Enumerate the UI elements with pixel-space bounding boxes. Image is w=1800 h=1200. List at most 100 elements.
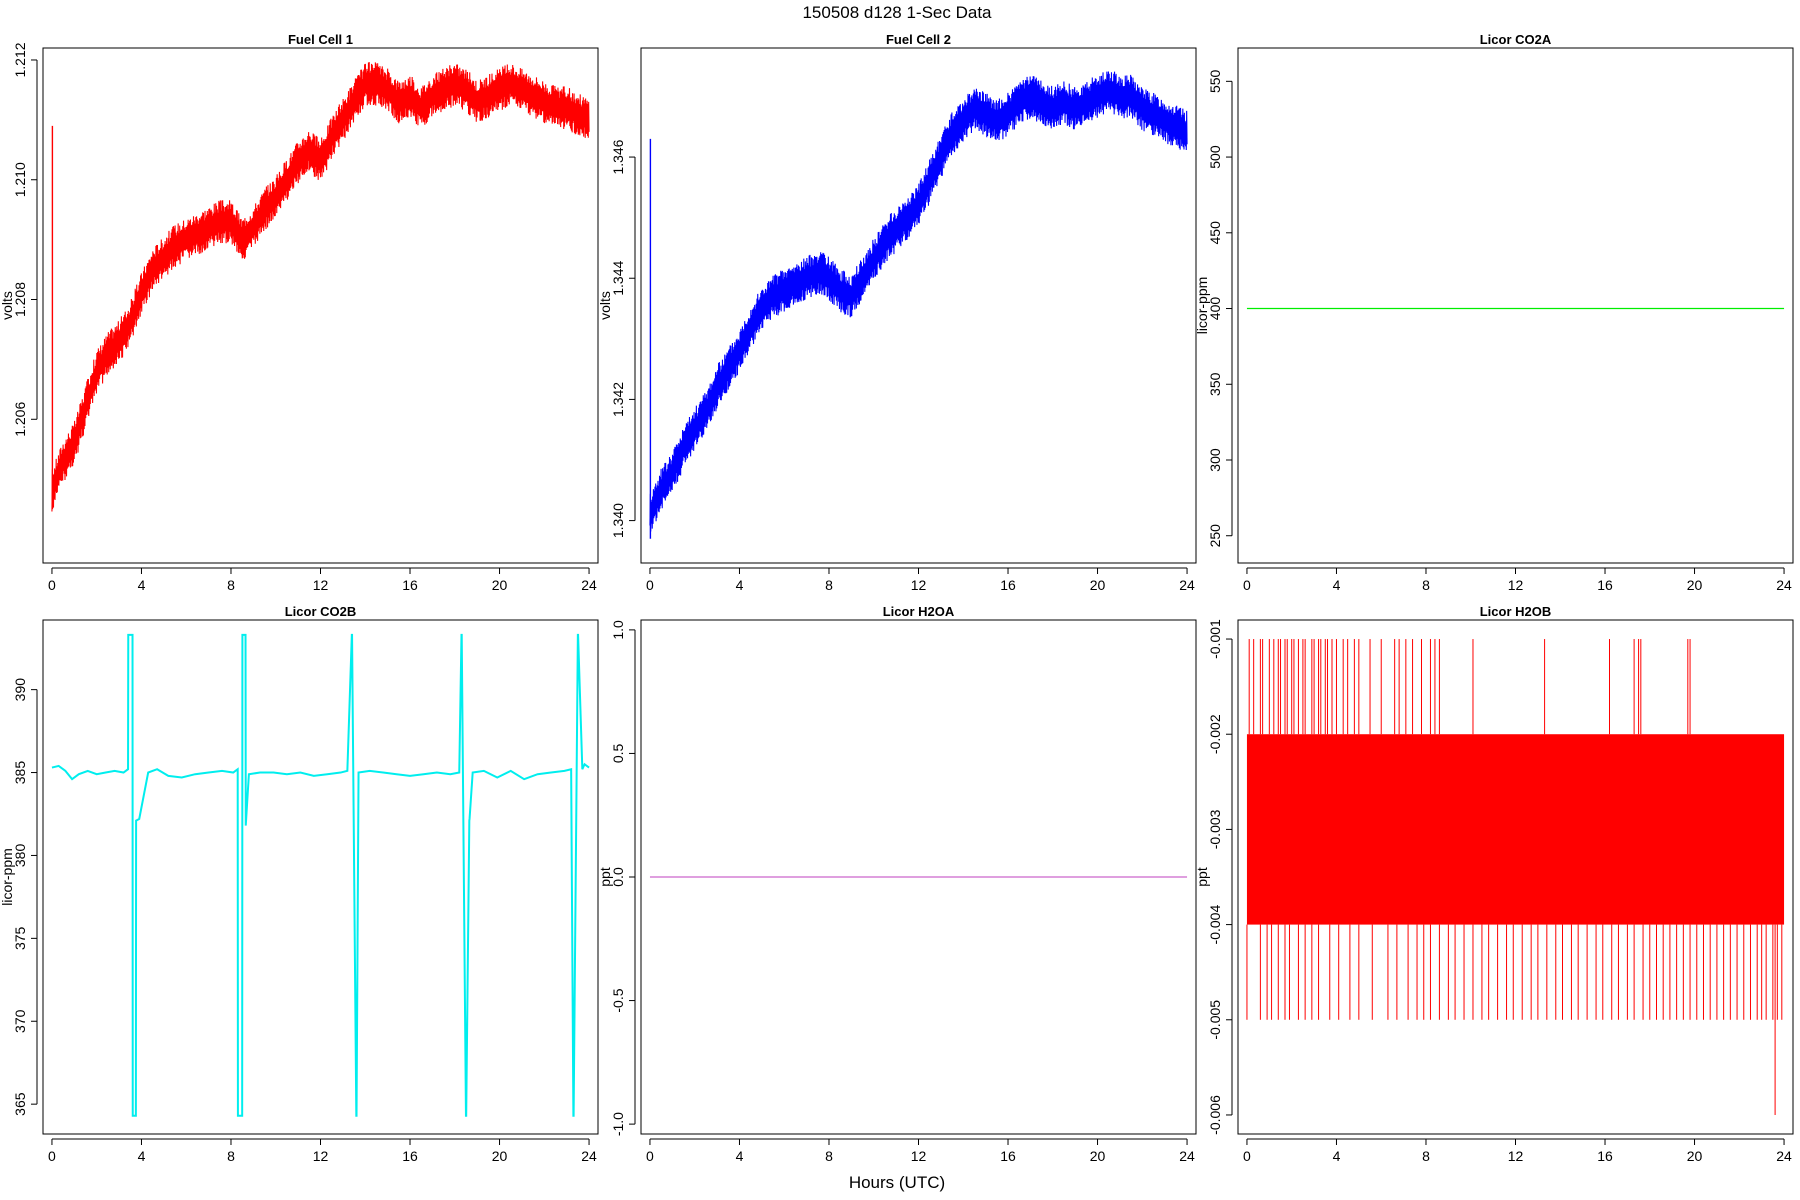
y-tick-label: 380 [12, 844, 28, 868]
x-axis: 0 4 8 12 16 20 24 [1243, 567, 1792, 593]
x-tick-label: 4 [138, 577, 146, 593]
x-axis: 0 4 8 12 16 20 24 [48, 567, 597, 593]
y-tick-label: -0.002 [1207, 714, 1223, 754]
y-tick-label: 400 [1207, 297, 1223, 321]
y-tick-label: 365 [12, 1092, 28, 1116]
x-tick-label: 24 [1776, 1148, 1792, 1164]
y-axis: 1.206 1.208 1.210 1.212 [12, 42, 38, 437]
x-tick-label: 20 [492, 577, 508, 593]
y-axis-label: ppt [597, 867, 613, 887]
y-tick-label: 250 [1207, 524, 1223, 548]
x-tick-label: 16 [1597, 577, 1613, 593]
x-tick-label: 24 [1179, 577, 1195, 593]
x-axis: 0 4 8 12 16 20 24 [48, 1138, 597, 1164]
x-tick-label: 24 [581, 1148, 597, 1164]
panel-6: 0 4 8 12 16 20 24-0.006-0.005-0.004-0.003-0.00… [1194, 604, 1794, 1164]
x-tick-label: 12 [1508, 1148, 1524, 1164]
y-tick-label: 0.0 [610, 867, 626, 887]
y-tick-label: 0.5 [610, 744, 626, 764]
x-tick-label: 24 [1179, 1148, 1195, 1164]
y-tick-label: 1.340 [610, 503, 626, 538]
x-tick-label: 8 [825, 1148, 833, 1164]
x-tick-label: 12 [313, 1148, 329, 1164]
y-tick-label: 1.346 [610, 139, 626, 174]
panel-title: Licor CO2A [1480, 32, 1552, 47]
x-tick-label: 4 [138, 1148, 146, 1164]
panel-title: Fuel Cell 2 [886, 32, 951, 47]
x-tick-label: 16 [402, 577, 418, 593]
y-tick-label: 390 [12, 678, 28, 702]
x-tick-label: 24 [1776, 577, 1792, 593]
panel-title: Fuel Cell 1 [288, 32, 353, 47]
x-tick-label: 12 [911, 1148, 927, 1164]
x-tick-label: 16 [1000, 577, 1016, 593]
x-tick-label: 0 [48, 577, 56, 593]
panel-2: 0 4 8 12 16 20 24 1.340 1.342 1.344 1.346 volts Fuel… [597, 32, 1197, 593]
x-tick-label: 16 [1597, 1148, 1613, 1164]
panel-1: 0 4 8 12 16 20 24 1.206 1.208 1.210 1.212 volts Fuel… [0, 32, 599, 593]
y-tick-label: 500 [1207, 145, 1223, 169]
y-tick-label: 1.206 [12, 402, 28, 437]
y-axis: 250 300 350 400 450 500 550 [1207, 69, 1233, 548]
x-tick-label: 16 [402, 1148, 418, 1164]
panel-title: Licor H2OB [1480, 604, 1552, 619]
x-tick-label: 16 [1000, 1148, 1016, 1164]
y-tick-label: -0.005 [1207, 1000, 1223, 1040]
plot-area [1246, 639, 1785, 1115]
data-line [649, 71, 1188, 532]
plot-frame [42, 619, 599, 1135]
plot-frame [1237, 619, 1794, 1135]
y-axis: 365 370 375 380 385 390 [12, 678, 38, 1116]
plot-frame [42, 47, 599, 564]
x-tick-label: 0 [1243, 577, 1251, 593]
x-tick-label: 12 [911, 577, 927, 593]
x-tick-label: 0 [48, 1148, 56, 1164]
panel-5: 0 4 8 12 16 20 24 -1.0 -0.5 0.0 0.5 1.0 ppt Licor H2O… [597, 604, 1197, 1164]
x-tick-label: 4 [736, 577, 744, 593]
y-axis-label: licor-ppm [0, 848, 15, 906]
x-tick-label: 8 [1422, 1148, 1430, 1164]
y-tick-label: -0.5 [610, 988, 626, 1012]
y-tick-label: 370 [12, 1009, 28, 1033]
figure-title: 150508 d128 1-Sec Data [802, 3, 992, 22]
x-tick-label: 0 [646, 577, 654, 593]
x-axis: 0 4 8 12 16 20 24 [1243, 1138, 1792, 1164]
x-tick-label: 20 [1090, 1148, 1106, 1164]
panel-3: 0 4 8 12 16 20 24 250 300 350 400 450 500 550 licor-pp… [1194, 32, 1794, 593]
x-axis: 0 4 8 12 16 20 24 [646, 1138, 1195, 1164]
panels: 0 4 8 12 16 20 24 1.206 1.208 1.210 1.212 volts Fuel… [0, 32, 1794, 1164]
y-tick-label: 1.212 [12, 42, 28, 77]
x-tick-label: 8 [227, 577, 235, 593]
plot-area [649, 71, 1188, 539]
y-tick-label: 385 [12, 761, 28, 785]
x-tick-label: 24 [581, 577, 597, 593]
plot-area [51, 633, 590, 1117]
x-axis: 0 4 8 12 16 20 24 [646, 567, 1195, 593]
data-band [1246, 734, 1785, 925]
x-tick-label: 8 [1422, 577, 1430, 593]
x-tick-label: 4 [1333, 577, 1341, 593]
data-line [51, 62, 590, 512]
y-axis: -0.006 -0.005 -0.004 -0.003 -0.002 -0.001 [1207, 619, 1233, 1135]
panel-title: Licor H2OA [883, 604, 955, 619]
plot-frame [1237, 47, 1794, 564]
y-tick-label: 550 [1207, 69, 1223, 93]
y-tick-label: -0.004 [1207, 905, 1223, 945]
y-tick-label: 375 [12, 926, 28, 950]
figure-xlabel: Hours (UTC) [849, 1173, 945, 1192]
y-tick-label: 1.344 [610, 261, 626, 296]
x-tick-label: 0 [646, 1148, 654, 1164]
x-tick-label: 0 [1243, 1148, 1251, 1164]
plot-area [51, 62, 590, 512]
y-axis-label: volts [0, 291, 15, 320]
panel-4: 0 4 8 12 16 20 24 365 370 375 380 385 390 licor-ppm Li… [0, 604, 599, 1164]
x-tick-label: 4 [736, 1148, 744, 1164]
data-line [51, 633, 590, 1117]
x-tick-label: 12 [1508, 577, 1524, 593]
x-tick-label: 20 [1687, 1148, 1703, 1164]
y-tick-label: 300 [1207, 448, 1223, 472]
y-axis: 1.340 1.342 1.344 1.346 [610, 139, 636, 538]
y-axis: -1.0 -0.5 0.0 0.5 1.0 [610, 620, 636, 1136]
x-tick-label: 12 [313, 577, 329, 593]
y-tick-label: 1.0 [610, 620, 626, 640]
